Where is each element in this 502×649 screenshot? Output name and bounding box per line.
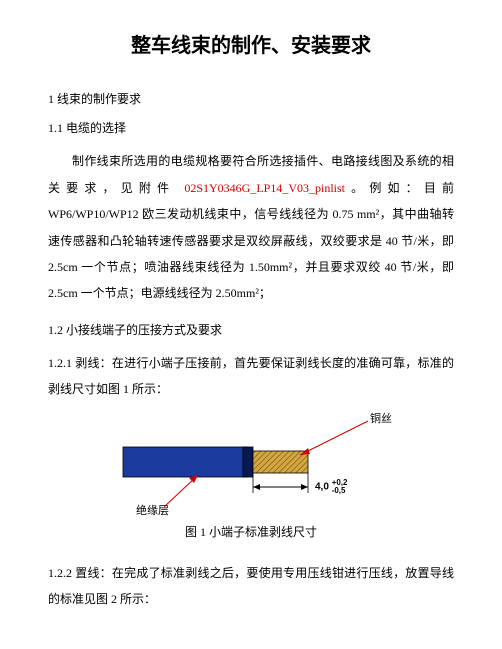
dim-main: 4,0: [315, 481, 329, 492]
para1-part-b: 。例如：目前WP6/WP10/WP12 欧三发动机线束中，信号线线径为 0.75…: [48, 181, 454, 301]
section-1-2-2-text: 1.2.2 置线：在完成了标准剥线之后，要使用专用压线钳进行压线，放置导线的标准…: [48, 560, 454, 613]
section-1-1-heading: 1.1 电缆的选择: [48, 119, 454, 138]
figure-1-caption: 图 1 小端子标准剥线尺寸: [48, 523, 454, 542]
section-1-2-1-text: 1.2.1 剥线：在进行小端子压接前，首先要保证剥线长度的准确可靠，标准的剥线尺…: [48, 350, 454, 403]
page-title: 整车线束的制作、安装要求: [48, 30, 454, 62]
section-1-heading: 1 线束的制作要求: [48, 90, 454, 109]
dim-tol-minus: -0,5: [332, 487, 348, 495]
label-copper: 铜丝: [370, 411, 392, 429]
section-1-1-paragraph: 制作线束所选用的电缆规格要符合所选接插件、电路接线图及系统的相关要求，见附件 0…: [48, 148, 454, 306]
section-1-2-heading: 1.2 小接线端子的压接方式及要求: [48, 321, 454, 340]
label-insulation: 绝缘层: [136, 503, 169, 521]
figure-1: 铜丝 绝缘层 4,0 +0,2 -0,5: [48, 409, 454, 519]
figure-1-svg: [48, 409, 454, 519]
para1-red-text: 02S1Y0346G_LP14_V03_pinlist: [184, 181, 345, 195]
